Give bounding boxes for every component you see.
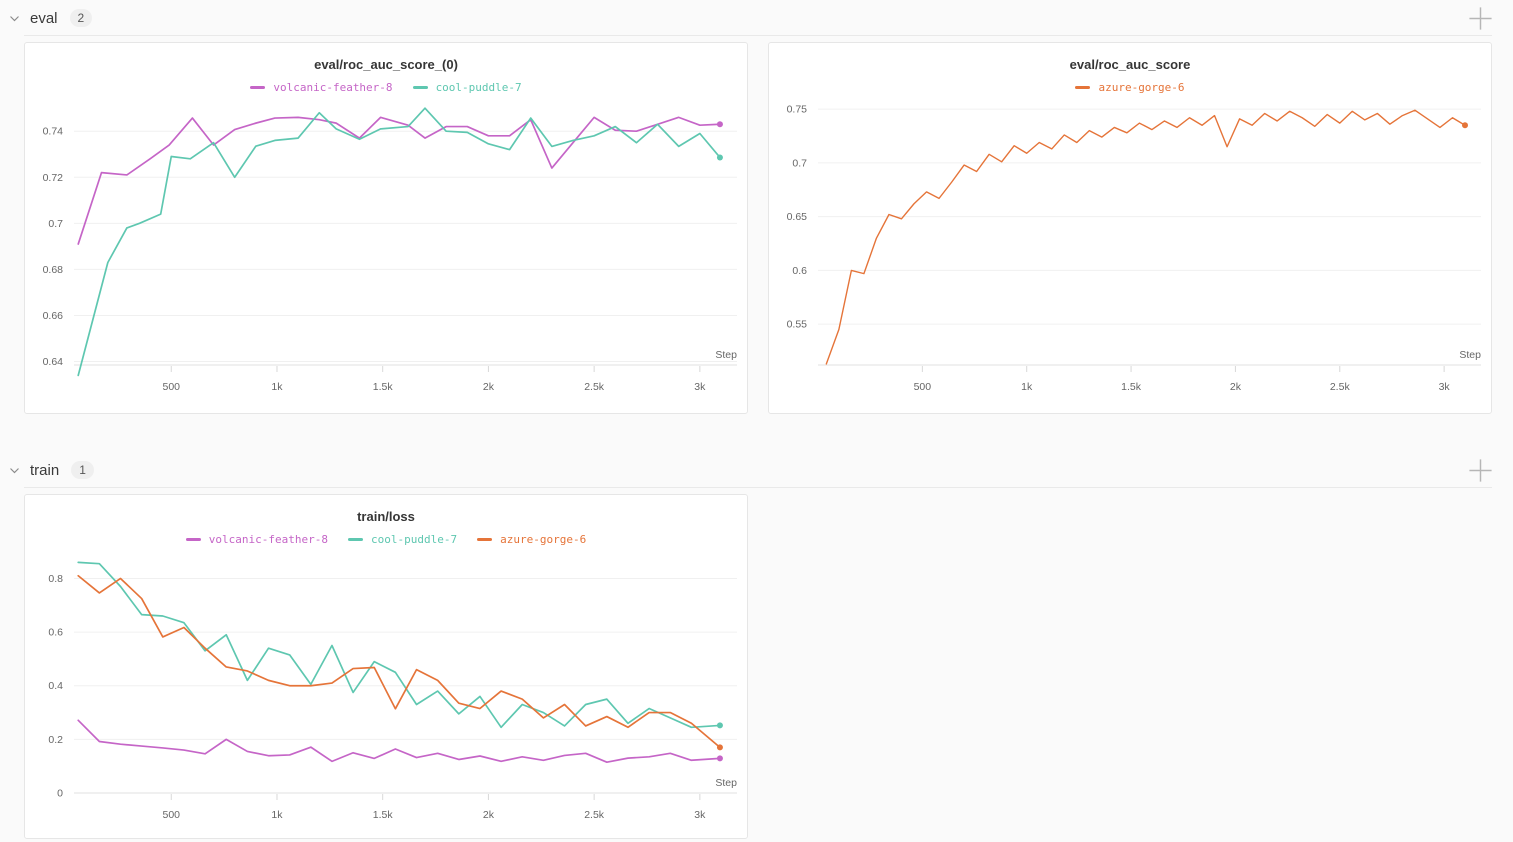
legend-run-name: volcanic-feather-8	[273, 80, 393, 94]
y-tick-label: 0.7	[48, 218, 63, 230]
x-tick-label: 3k	[1439, 381, 1451, 393]
chevron-down-icon[interactable]	[8, 12, 21, 25]
series-endpoint-dot-cool-puddle-7	[716, 154, 723, 161]
chart-plot-area[interactable]: 0.64 0.66 0.68 0.7 0.72 0.74 500 1k 1.5k 2k 2.5k 3k…	[25, 99, 747, 414]
x-tick-label: 500	[914, 381, 932, 393]
legend-dash-icon	[477, 537, 493, 541]
series-line-cool-puddle-7	[77, 561, 721, 729]
x-tick-label: 2k	[483, 809, 495, 821]
legend-dash-icon	[412, 85, 428, 89]
section-divider	[24, 487, 1492, 488]
chart-panel-roc-auc-score-0[interactable]: eval/roc_auc_score_(0) volcanic-feather-8…	[24, 42, 748, 414]
y-tick-label: 0.65	[787, 211, 808, 223]
y-tick-label: 0.7	[792, 157, 807, 169]
x-tick-label: 1k	[1021, 381, 1033, 393]
x-tick-label: 2k	[483, 381, 495, 393]
chart-panel-roc-auc-score[interactable]: eval/roc_auc_score azure-gorge-6 0.55 0.6 0.…	[768, 42, 1492, 414]
legend-item-cool-puddle-7[interactable]: cool-puddle-7	[348, 533, 457, 546]
legend-dash-icon	[185, 537, 201, 541]
series-line-azure-gorge-6	[825, 109, 1466, 365]
legend-item-azure-gorge-6[interactable]: azure-gorge-6	[477, 533, 586, 546]
legend-run-name: azure-gorge-6	[500, 532, 587, 546]
chart-title: eval/roc_auc_score_(0)	[314, 57, 458, 72]
legend-item-cool-puddle-7[interactable]: cool-puddle-7	[412, 80, 522, 94]
section-divider	[24, 35, 1492, 36]
x-tick-label: 1.5k	[373, 809, 394, 821]
series-endpoint-dot-volcanic-feather-8	[716, 121, 723, 128]
section-label: train	[30, 461, 60, 479]
x-tick-label: 1k	[271, 809, 283, 821]
add-panel-button[interactable]	[1467, 457, 1494, 484]
series-endpoint-dot-volcanic-feather-8	[716, 755, 723, 762]
x-tick-label: 1.5k	[1121, 381, 1142, 393]
y-tick-label: 0.55	[787, 319, 808, 331]
x-tick-label: 3k	[694, 809, 706, 821]
section-count-badge: 2	[69, 9, 93, 27]
series-line-cool-puddle-7	[77, 107, 721, 377]
section-count-badge: 1	[71, 461, 94, 479]
series-line-azure-gorge-6	[77, 574, 721, 749]
eval-panels-row: eval/roc_auc_score_(0) volcanic-feather-8…	[0, 36, 1513, 414]
y-tick-label: 0.74	[43, 126, 64, 138]
y-tick-label: 0.66	[43, 310, 64, 322]
add-panel-button[interactable]	[1467, 5, 1494, 32]
y-tick-label: 0.6	[792, 265, 807, 277]
legend-run-name: azure-gorge-6	[1098, 80, 1185, 94]
section-train: train 1 train/loss volcanic-feather-8 cool…	[0, 452, 1513, 839]
x-tick-label: 2.5k	[584, 809, 605, 821]
series-endpoint-dot-azure-gorge-6	[716, 744, 723, 751]
legend-dash-icon	[1075, 85, 1091, 89]
x-tick-label: 2.5k	[584, 381, 605, 393]
chart-title: eval/roc_auc_score	[1069, 57, 1191, 72]
chart-panel-train-loss[interactable]: train/loss volcanic-feather-8 cool-puddle-…	[24, 494, 748, 839]
y-tick-label: 0.75	[787, 104, 808, 116]
x-tick-label: 1.5k	[373, 381, 394, 393]
series-line-volcanic-feather-8	[77, 719, 721, 764]
series-endpoint-dot-cool-puddle-7	[716, 722, 723, 729]
chart-title: train/loss	[357, 509, 415, 524]
y-tick-label: 0	[57, 788, 63, 800]
legend-run-name: cool-puddle-7	[371, 532, 458, 546]
legend-run-name: volcanic-feather-8	[208, 532, 329, 546]
x-tick-label: 1k	[271, 381, 283, 393]
y-tick-label: 0.68	[43, 264, 64, 276]
x-tick-label: 2.5k	[1330, 381, 1351, 393]
y-tick-label: 0.4	[48, 680, 63, 692]
legend-item-azure-gorge-6[interactable]: azure-gorge-6	[1075, 80, 1185, 94]
y-tick-label: 0.72	[43, 172, 64, 184]
series-line-volcanic-feather-8	[77, 116, 721, 245]
y-tick-label: 0.2	[48, 734, 63, 746]
x-tick-label: 2k	[1230, 381, 1242, 393]
series-endpoint-dot-azure-gorge-6	[1462, 122, 1468, 129]
section-label: eval	[30, 9, 58, 27]
chart-legend: volcanic-feather-8 cool-puddle-7 azure-gor…	[25, 527, 747, 551]
train-panels-row: train/loss volcanic-feather-8 cool-puddle-…	[0, 488, 1513, 839]
legend-item-volcanic-feather-8[interactable]: volcanic-feather-8	[185, 532, 329, 546]
chart-plot-area[interactable]: 0.55 0.6 0.65 0.7 0.75 500 1k 1.5k 2k 2.5k 3k Step	[769, 99, 1491, 414]
chart-legend: azure-gorge-6	[769, 75, 1491, 99]
y-tick-label: 0.6	[48, 627, 63, 639]
x-tick-label: 3k	[694, 381, 706, 393]
section-header-train[interactable]: train 1	[0, 452, 1513, 485]
x-tick-label: 500	[162, 381, 180, 393]
y-tick-label: 0.8	[48, 573, 63, 585]
chart-legend: volcanic-feather-8 cool-puddle-7	[25, 75, 747, 99]
chevron-down-icon[interactable]	[8, 464, 21, 477]
chart-plot-area[interactable]: 0 0.2 0.4 0.6 0.8 500 1k 1.5k 2k 2.5k 3k Step	[25, 551, 747, 839]
x-axis-label: Step	[715, 349, 737, 361]
y-tick-label: 0.64	[43, 356, 64, 368]
legend-dash-icon	[348, 537, 364, 541]
x-axis-label: Step	[1459, 349, 1481, 361]
legend-item-volcanic-feather-8[interactable]: volcanic-feather-8	[250, 80, 393, 94]
section-eval: eval 2 eval/roc_auc_score_(0) volcanic-fe…	[0, 0, 1513, 414]
section-header-eval[interactable]: eval 2	[0, 0, 1513, 33]
legend-run-name: cool-puddle-7	[435, 80, 522, 94]
x-axis-label: Step	[715, 777, 737, 789]
legend-dash-icon	[250, 85, 266, 89]
x-tick-label: 500	[162, 809, 180, 821]
